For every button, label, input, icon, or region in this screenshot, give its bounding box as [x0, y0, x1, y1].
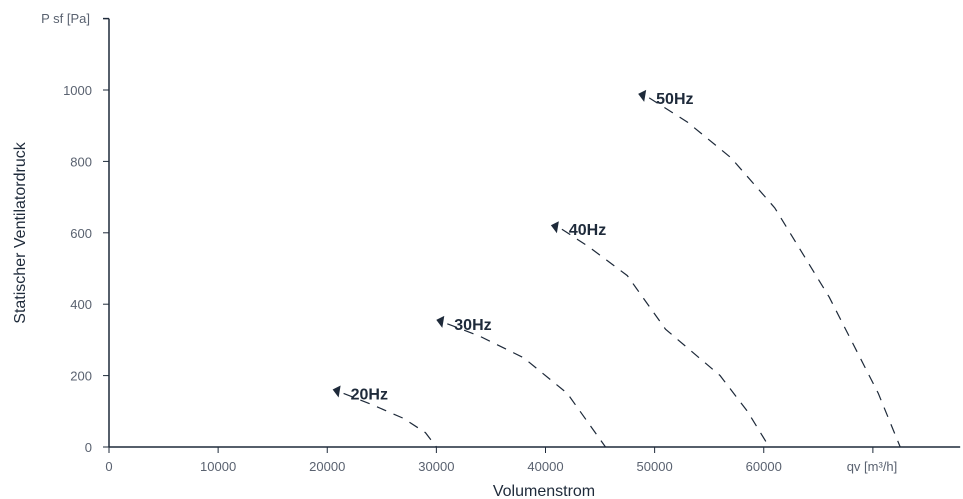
series-marker-50Hz: [638, 89, 647, 102]
x-tick-label: 20000: [309, 459, 345, 474]
x-tick-label: 10000: [200, 459, 236, 474]
y-tick-label: 1000: [63, 83, 92, 98]
x-tick-label: 40000: [527, 459, 563, 474]
x-unit-label: qv [m³/h]: [847, 459, 898, 474]
x-tick-label: 50000: [637, 459, 673, 474]
series-labels: 20Hz 30Hz 40Hz 50Hz: [332, 89, 694, 403]
y-tick-label: 200: [70, 369, 92, 384]
series-label-40Hz: 40Hz: [569, 222, 606, 239]
x-axis-title: Volumenstrom: [493, 483, 595, 499]
series-marker-20Hz: [332, 385, 341, 398]
series-curves: [343, 97, 901, 448]
series-marker-40Hz: [550, 221, 559, 234]
series-line-30Hz: [447, 323, 606, 448]
y-axis-ticks: 0 200 400 600 800 1000: [63, 83, 109, 455]
y-unit-label: P sf [Pa]: [41, 11, 90, 26]
series-label-30Hz: 30Hz: [454, 317, 491, 334]
y-tick-label: 0: [85, 440, 92, 455]
series-label-50Hz: 50Hz: [656, 91, 693, 108]
x-tick-label: 30000: [418, 459, 454, 474]
series-marker-30Hz: [436, 315, 445, 328]
y-tick-label: 400: [70, 297, 92, 312]
y-axis-title: Statischer Ventilatordruck: [12, 141, 29, 323]
axes: [103, 17, 961, 448]
series-line-40Hz: [561, 228, 770, 448]
series-line-20Hz: [343, 392, 437, 448]
x-axis-ticks: 0 10000 20000 30000 40000 50000 60000: [105, 447, 874, 474]
y-tick-label: 600: [70, 226, 92, 241]
x-tick-label: 60000: [746, 459, 782, 474]
series-label-20Hz: 20Hz: [351, 386, 388, 403]
y-tick-label: 800: [70, 154, 92, 169]
x-tick-label: 0: [105, 459, 112, 474]
series-line-50Hz: [648, 97, 901, 448]
